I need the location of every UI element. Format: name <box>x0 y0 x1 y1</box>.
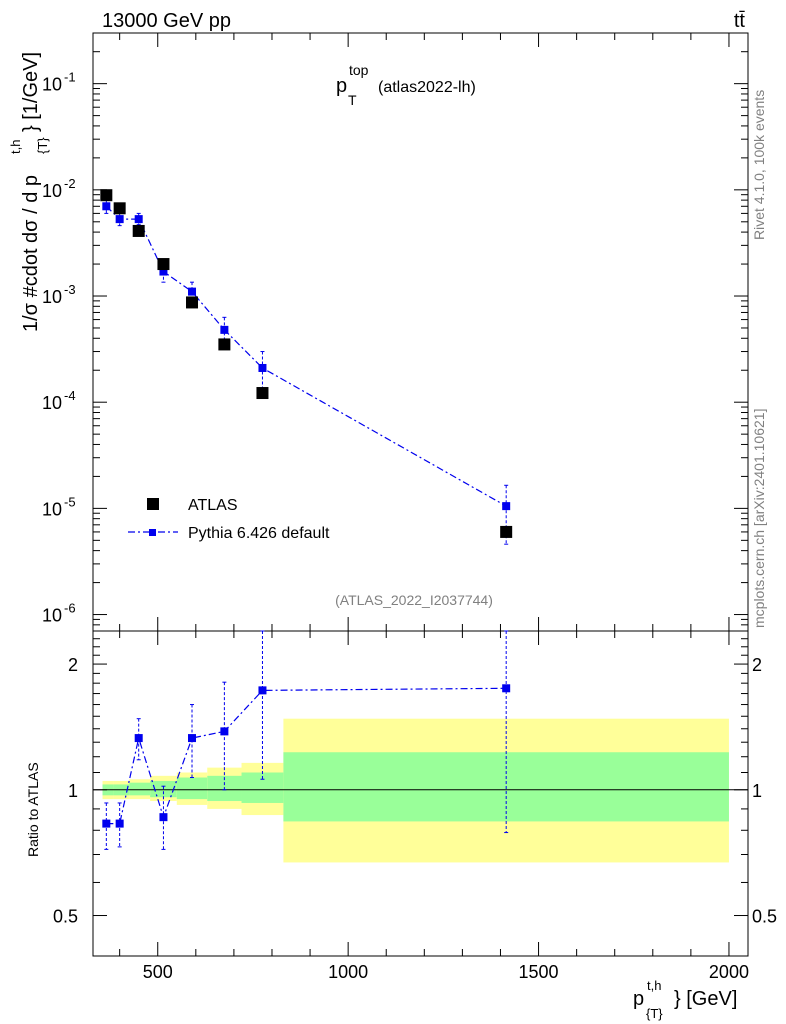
rivet-version-label: Rivet 4.1.0, 100k events <box>751 90 767 240</box>
ratio-plot-frame <box>92 630 749 957</box>
band-inner <box>129 782 151 796</box>
y-axis-label-sub: {T} <box>35 137 50 154</box>
mc-ratio-point <box>134 734 143 743</box>
x-axis-label: p t,h {T} } [GeV] <box>633 978 737 1021</box>
y-tick-label: 10 <box>42 287 62 307</box>
ratio-uncertainty-bands <box>102 718 729 863</box>
legend: ATLAS Pythia 6.426 default <box>128 497 330 542</box>
mc-ratio-point <box>258 686 267 695</box>
mc-point <box>188 287 197 296</box>
y-tick-label: 10 <box>42 75 62 95</box>
mc-series-main <box>102 199 511 545</box>
y-axis-label-main: 1/σ #cdot dσ / d p <box>20 175 42 332</box>
ratio-y-tick-label: 0.5 <box>53 907 78 927</box>
mc-point <box>159 267 168 276</box>
mc-ratio-point <box>220 727 229 736</box>
legend-mc-label: Pythia 6.426 default <box>188 525 330 542</box>
legend-atlas-marker <box>147 498 159 510</box>
mc-ratio-point <box>159 813 168 822</box>
x-axis-label-sub: {T} <box>646 1006 663 1021</box>
y-axis-label-unit: } [1/GeV] <box>20 52 42 132</box>
mc-point <box>102 202 111 211</box>
atlas-point <box>157 258 170 271</box>
y-axis-ratio-label: Ratio to ATLAS <box>25 762 41 857</box>
mc-ratio-point <box>102 819 111 828</box>
x-tick-label: 2000 <box>709 962 749 982</box>
y-tick-label: 10 <box>42 181 62 201</box>
mc-point <box>258 363 267 372</box>
ratio-y-tick-label-right: 2 <box>752 655 762 675</box>
ratio-y-tick-label: 2 <box>68 655 78 675</box>
atlas-point <box>256 387 269 400</box>
y-tick-label-exp: -2 <box>64 176 76 191</box>
x-tick-label: 1500 <box>519 962 559 982</box>
mc-point <box>220 325 229 334</box>
x-axis-label-unit: } [GeV] <box>674 988 737 1010</box>
mc-point <box>115 215 124 224</box>
mc-ratio-point <box>188 734 197 743</box>
mcplots-label: mcplots.cern.ch [arXiv:2401.10621] <box>751 409 767 628</box>
x-tick-label: 1000 <box>328 962 368 982</box>
y-tick-label-exp: -1 <box>64 70 76 85</box>
x-tick-label: 500 <box>143 962 173 982</box>
y-tick-label-exp: -5 <box>64 494 76 509</box>
mc-ratio-line <box>106 687 507 825</box>
x-axis-label-sup: t,h <box>647 978 661 993</box>
title-sup: top <box>349 62 369 78</box>
y-axis-label: 1/σ #cdot dσ / d p t,h {T} } [1/GeV] <box>8 52 50 332</box>
process-label: tt̄ <box>734 10 746 32</box>
axis-ticks <box>93 33 748 957</box>
ratio-y-tick-label: 1 <box>68 781 78 801</box>
y-tick-label: 10 <box>42 499 62 519</box>
atlas-series-main <box>100 189 513 538</box>
legend-mc-marker <box>149 529 156 536</box>
ratio-y-tick-label-right: 0.5 <box>752 907 777 927</box>
atlas-point <box>113 202 126 215</box>
y-axis-label-sup: t,h <box>8 140 23 154</box>
mc-ratio-point <box>115 819 124 828</box>
y-tick-label-exp: -3 <box>64 282 76 297</box>
title-tag: (atlas2022-lh) <box>378 79 476 96</box>
ratio-y-tick-label-right: 1 <box>752 781 762 801</box>
atlas-point <box>100 189 113 202</box>
title-sub: T <box>348 92 357 108</box>
atlas-point <box>186 296 199 309</box>
atlas-point <box>500 525 513 538</box>
analysis-id: (ATLAS_2022_I2037744) <box>335 592 493 608</box>
y-tick-label: 10 <box>42 606 62 626</box>
y-tick-label-exp: -4 <box>64 388 76 403</box>
y-tick-label-exp: -6 <box>64 601 76 616</box>
title-main: p <box>336 75 347 97</box>
plot-title: p top T (atlas2022-lh) <box>336 62 476 108</box>
band-inner <box>176 777 208 800</box>
mc-line <box>105 205 507 507</box>
x-axis-label-main: p <box>633 988 644 1010</box>
mc-ratio-point <box>502 684 511 693</box>
atlas-point <box>132 224 145 237</box>
mc-series-ratio <box>102 630 511 850</box>
atlas-point <box>218 338 231 351</box>
mc-point <box>134 215 143 224</box>
mc-point <box>502 502 511 511</box>
energy-label: 13000 GeV pp <box>102 10 231 32</box>
y-tick-label: 10 <box>42 393 62 413</box>
legend-atlas-label: ATLAS <box>188 497 238 514</box>
